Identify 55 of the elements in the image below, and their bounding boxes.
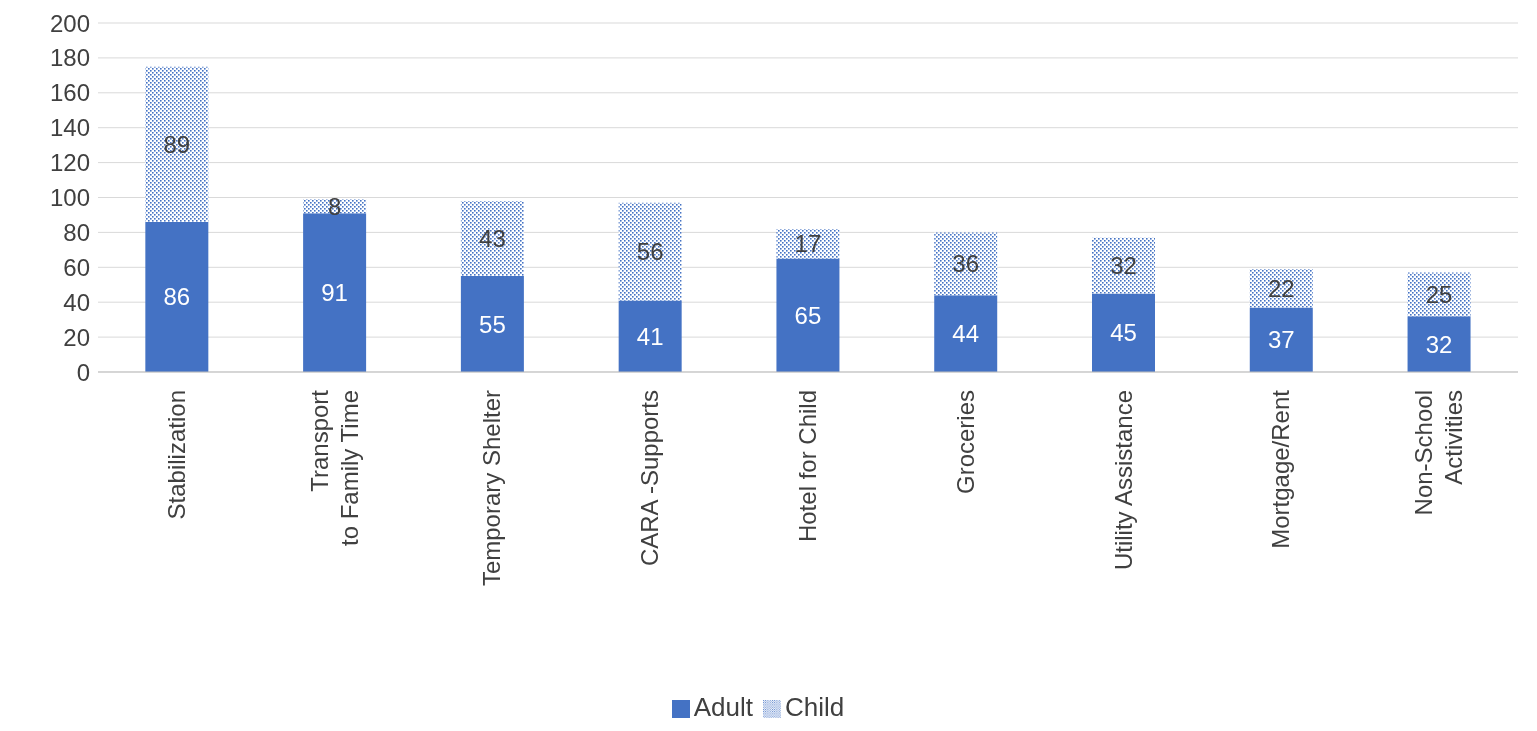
y-tick-label: 60 — [63, 253, 90, 281]
x-tick-label: Utility Assistance — [1109, 390, 1137, 571]
y-tick-label: 180 — [49, 44, 90, 72]
y-tick-label: 140 — [49, 114, 90, 142]
data-label: 8 — [327, 192, 342, 220]
x-tick-label: Mortgage/Rent — [1267, 389, 1295, 549]
legend-label: Adult — [693, 692, 753, 722]
bar — [934, 295, 998, 372]
data-label: 56 — [636, 238, 664, 266]
bar — [1407, 316, 1471, 372]
y-tick-label: 100 — [49, 184, 90, 212]
data-label: 89 — [163, 130, 191, 158]
bar — [1092, 293, 1155, 372]
bar — [776, 258, 840, 372]
data-label: 44 — [952, 320, 980, 348]
data-label: 22 — [1267, 274, 1295, 302]
bar — [145, 221, 209, 372]
data-label: 91 — [321, 279, 348, 307]
x-tick-label: Hotel for Child — [794, 390, 821, 543]
data-label: 86 — [163, 283, 191, 311]
bar — [776, 228, 840, 259]
bar — [1249, 269, 1313, 308]
data-label: 43 — [479, 225, 506, 253]
y-tick-label: 80 — [63, 218, 90, 246]
x-tick-label: Groceries — [951, 390, 979, 495]
bar — [460, 276, 524, 372]
bar — [934, 232, 998, 296]
y-tick-label: 200 — [49, 9, 90, 37]
bar — [145, 66, 209, 222]
bar — [618, 300, 682, 372]
data-label: 41 — [636, 322, 664, 350]
x-tick-label: CARA -Supports — [636, 390, 664, 567]
y-tick-label: 160 — [49, 79, 90, 107]
data-label: 25 — [1425, 280, 1453, 308]
x-tick-label: Stabilization — [162, 390, 190, 520]
x-tick-label: Non-School Activities — [1410, 390, 1468, 516]
bar — [618, 202, 682, 301]
data-label: 55 — [479, 310, 506, 338]
y-tick-label: 40 — [63, 288, 90, 316]
data-label: 65 — [794, 301, 822, 329]
data-label: 32 — [1425, 330, 1453, 358]
x-tick-label: Temporary Shelter — [478, 389, 506, 587]
legend-label: Child — [785, 692, 845, 722]
data-label: 45 — [1110, 319, 1137, 347]
bar — [303, 213, 367, 372]
bar — [1249, 307, 1313, 372]
y-tick-label: 0 — [76, 358, 90, 386]
bar — [460, 200, 524, 277]
data-label: 37 — [1267, 326, 1295, 354]
data-label: 36 — [952, 250, 980, 278]
data-label: 17 — [794, 230, 822, 258]
x-tick-label: Transport to Family Time — [305, 389, 363, 547]
y-tick-label: 20 — [63, 323, 90, 351]
bar — [1407, 272, 1471, 317]
y-tick-label: 120 — [49, 149, 90, 177]
